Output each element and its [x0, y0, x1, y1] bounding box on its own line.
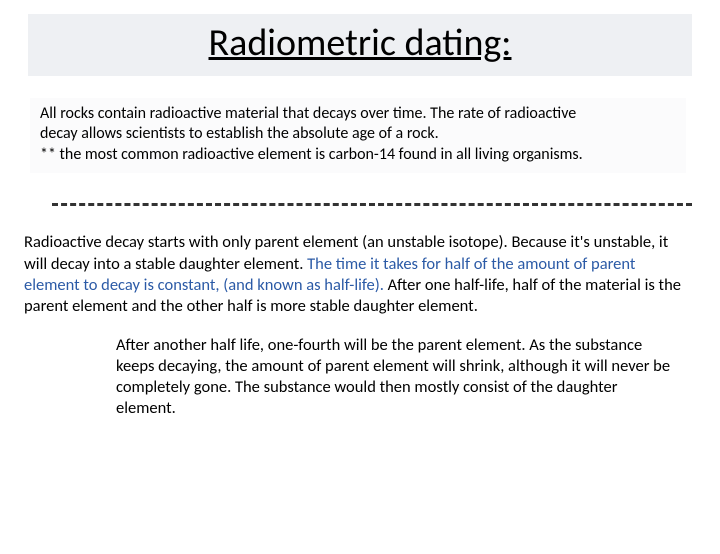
divider-dashed [52, 203, 692, 206]
after-text: After another half life, one-fourth will… [116, 335, 680, 419]
intro-line-3: ** the most common radioactive element i… [40, 145, 676, 165]
intro-block: All rocks contain radioactive material t… [30, 98, 686, 173]
decay-text: Radioactive decay starts with only paren… [24, 232, 692, 316]
intro-line-2: decay allows scientists to establish the… [40, 124, 676, 144]
page-title: Radiometric dating: [209, 20, 512, 66]
title-block: Radiometric dating: [28, 14, 692, 76]
intro-line-1: All rocks contain radioactive material t… [40, 104, 676, 124]
decay-paragraph: Radioactive decay starts with only paren… [24, 232, 692, 316]
after-paragraph: After another half life, one-fourth will… [116, 335, 680, 419]
